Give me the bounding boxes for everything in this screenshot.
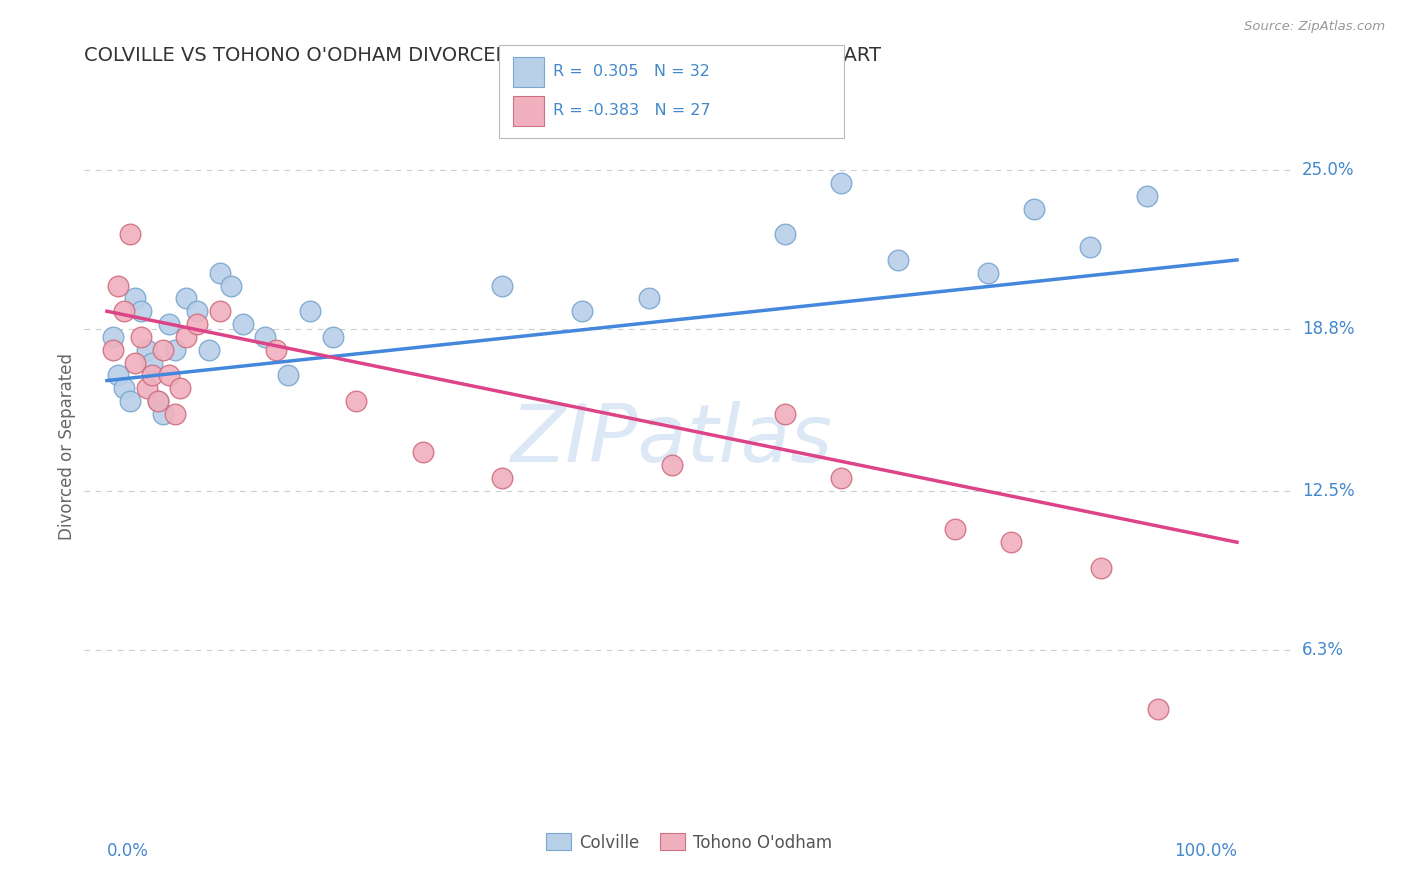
Point: [219, 278, 242, 293]
Point: [174, 292, 197, 306]
Point: [169, 381, 191, 395]
Point: [157, 368, 180, 383]
Point: [277, 368, 299, 383]
Point: [141, 355, 163, 369]
Legend: Colville, Tohono O'odham: Colville, Tohono O'odham: [540, 827, 838, 858]
Point: [163, 343, 186, 357]
Point: [135, 381, 157, 395]
Point: [491, 471, 513, 485]
Point: [208, 304, 231, 318]
Point: [299, 304, 322, 318]
Text: 18.8%: 18.8%: [1302, 320, 1354, 338]
Point: [146, 394, 169, 409]
Point: [266, 343, 288, 357]
Point: [831, 176, 853, 190]
Point: [1090, 561, 1112, 575]
Point: [1000, 535, 1022, 549]
Point: [638, 292, 661, 306]
Point: [887, 252, 910, 267]
Text: 12.5%: 12.5%: [1302, 482, 1354, 500]
Point: [208, 266, 231, 280]
Point: [1147, 702, 1170, 716]
Point: [135, 343, 157, 357]
Text: ZIPatlas: ZIPatlas: [510, 401, 832, 479]
Point: [174, 330, 197, 344]
Point: [112, 304, 135, 318]
Point: [146, 394, 169, 409]
Point: [186, 304, 208, 318]
Point: [571, 304, 593, 318]
Point: [977, 266, 1000, 280]
Point: [197, 343, 219, 357]
Point: [773, 407, 796, 421]
Point: [1136, 188, 1159, 202]
Point: [412, 445, 434, 459]
Point: [163, 407, 186, 421]
Point: [831, 471, 853, 485]
Point: [254, 330, 277, 344]
Text: R = -0.383   N = 27: R = -0.383 N = 27: [553, 103, 710, 118]
Text: 0.0%: 0.0%: [107, 842, 149, 860]
Point: [661, 458, 683, 473]
Point: [129, 304, 152, 318]
Point: [152, 407, 174, 421]
Point: [943, 523, 966, 537]
Point: [101, 343, 124, 357]
Text: Source: ZipAtlas.com: Source: ZipAtlas.com: [1244, 20, 1385, 33]
Text: R =  0.305   N = 32: R = 0.305 N = 32: [553, 64, 710, 78]
Point: [107, 368, 129, 383]
Text: 100.0%: 100.0%: [1174, 842, 1237, 860]
Point: [101, 330, 124, 344]
Text: COLVILLE VS TOHONO O'ODHAM DIVORCED OR SEPARATED CORRELATION CHART: COLVILLE VS TOHONO O'ODHAM DIVORCED OR S…: [84, 45, 882, 65]
Point: [152, 343, 174, 357]
Point: [491, 278, 513, 293]
Point: [1078, 240, 1101, 254]
Point: [129, 330, 152, 344]
Point: [344, 394, 367, 409]
Y-axis label: Divorced or Separated: Divorced or Separated: [58, 352, 76, 540]
Text: 6.3%: 6.3%: [1302, 641, 1344, 659]
Point: [118, 394, 141, 409]
Point: [107, 278, 129, 293]
Point: [186, 317, 208, 331]
Point: [322, 330, 344, 344]
Point: [141, 368, 163, 383]
Point: [124, 355, 146, 369]
Point: [112, 381, 135, 395]
Point: [118, 227, 141, 242]
Point: [157, 317, 180, 331]
Point: [773, 227, 796, 242]
Point: [232, 317, 254, 331]
Point: [124, 292, 146, 306]
Point: [1022, 202, 1045, 216]
Text: 25.0%: 25.0%: [1302, 161, 1354, 179]
